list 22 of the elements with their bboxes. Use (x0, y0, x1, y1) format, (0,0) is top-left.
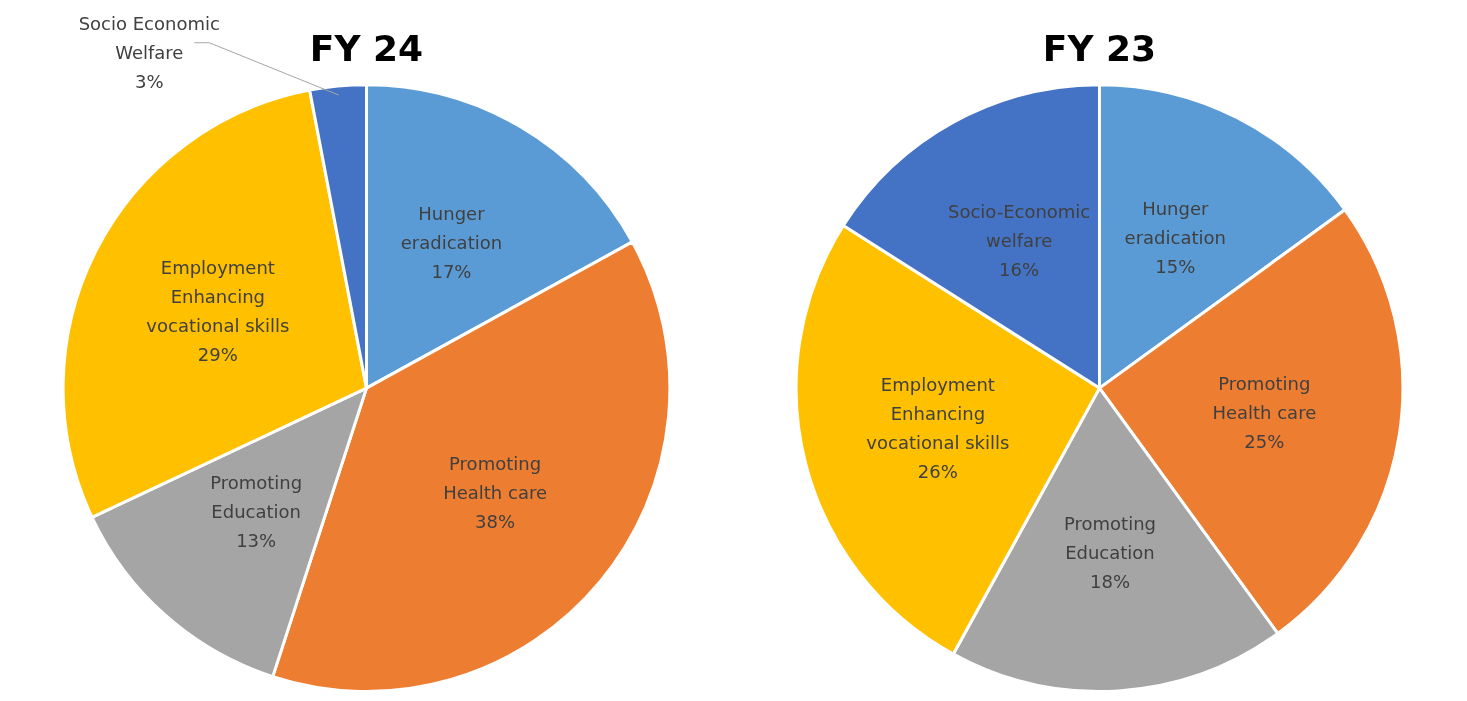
slice-label: Socio Economic Welfare (78, 13, 220, 64)
slice-label: Socio-Economic welfare (947, 200, 1091, 251)
data-label: 13% (236, 529, 277, 551)
slice-label: Hunger eradication (1124, 198, 1226, 249)
data-label: 38% (475, 511, 516, 533)
data-label: 18% (1089, 571, 1130, 593)
slice-label: Hunger eradication (400, 203, 503, 254)
data-label: 29% (197, 343, 238, 365)
slice-label: Promoting Health care (443, 453, 547, 504)
slice-label: Employment Enhancing vocational skills (866, 373, 1010, 453)
slice-label: Promoting Health care (1212, 372, 1317, 423)
slice-label: Promoting Education (210, 471, 303, 522)
data-label: 16% (999, 258, 1040, 280)
data-label: 25% (1244, 430, 1285, 452)
data-label: 17% (431, 261, 472, 283)
data-label: 15% (1155, 256, 1196, 278)
data-label: 26% (917, 460, 958, 482)
chart-title: FY 24 (309, 27, 424, 69)
slice-label: Employment Enhancing vocational skills (146, 256, 290, 336)
data-label: 3% (135, 71, 164, 93)
slice-label: Promoting Education (1063, 513, 1156, 564)
chart-title: FY 23 (1042, 27, 1157, 69)
